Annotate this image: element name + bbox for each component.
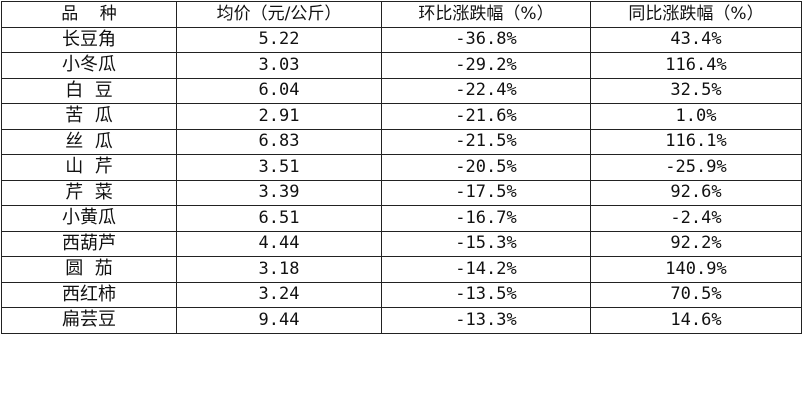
yoy-cell: 43.4% [590, 26, 802, 53]
table-row: 西葫芦 4.44 -15.3% 92.2% [1, 230, 802, 257]
table-row: 长豆角 5.22 -36.8% 43.4% [1, 26, 802, 53]
mom-cell: -22.4% [381, 77, 591, 104]
mom-cell: -16.7% [381, 205, 591, 232]
variety-cell: 扁芸豆 [1, 307, 177, 334]
yoy-cell: 92.6% [590, 179, 802, 206]
table-row: 小冬瓜 3.03 -29.2% 116.4% [1, 52, 802, 79]
yoy-cell: 140.9% [590, 256, 802, 283]
header-yoy-change: 同比涨跌幅（%） [590, 1, 802, 28]
yoy-cell: 92.2% [590, 230, 802, 257]
variety-cell: 苦 瓜 [1, 103, 177, 130]
variety-cell: 西葫芦 [1, 230, 177, 257]
header-variety: 品 种 [1, 1, 177, 28]
table-row: 小黄瓜 6.51 -16.7% -2.4% [1, 205, 802, 232]
yoy-cell: 1.0% [590, 103, 802, 130]
yoy-cell: 116.4% [590, 52, 802, 79]
variety-cell: 白 豆 [1, 77, 177, 104]
yoy-cell: -2.4% [590, 205, 802, 232]
yoy-cell: 70.5% [590, 281, 802, 308]
mom-cell: -14.2% [381, 256, 591, 283]
variety-cell: 芹 菜 [1, 179, 177, 206]
price-cell: 3.18 [176, 256, 382, 283]
header-mom-change: 环比涨跌幅（%） [381, 1, 591, 28]
table-row: 丝 瓜 6.83 -21.5% 116.1% [1, 128, 802, 155]
price-cell: 9.44 [176, 307, 382, 334]
mom-cell: -13.3% [381, 307, 591, 334]
price-cell: 3.39 [176, 179, 382, 206]
price-cell: 6.04 [176, 77, 382, 104]
variety-cell: 西红柿 [1, 281, 177, 308]
price-cell: 3.03 [176, 52, 382, 79]
table-row: 扁芸豆 9.44 -13.3% 14.6% [1, 307, 802, 334]
yoy-cell: 14.6% [590, 307, 802, 334]
price-cell: 3.24 [176, 281, 382, 308]
price-cell: 5.22 [176, 26, 382, 53]
mom-cell: -13.5% [381, 281, 591, 308]
mom-cell: -20.5% [381, 154, 591, 181]
table-header-row: 品 种 均价（元/公斤） 环比涨跌幅（%） 同比涨跌幅（%） [1, 1, 802, 28]
yoy-cell: 116.1% [590, 128, 802, 155]
mom-cell: -21.5% [381, 128, 591, 155]
yoy-cell: -25.9% [590, 154, 802, 181]
table-row: 芹 菜 3.39 -17.5% 92.6% [1, 179, 802, 206]
table-row: 山 芹 3.51 -20.5% -25.9% [1, 154, 802, 181]
variety-cell: 小冬瓜 [1, 52, 177, 79]
table-row: 苦 瓜 2.91 -21.6% 1.0% [1, 103, 802, 130]
table-row: 白 豆 6.04 -22.4% 32.5% [1, 77, 802, 104]
price-cell: 6.83 [176, 128, 382, 155]
variety-cell: 小黄瓜 [1, 205, 177, 232]
header-average-price: 均价（元/公斤） [176, 1, 382, 28]
variety-cell: 圆 茄 [1, 256, 177, 283]
table-row: 圆 茄 3.18 -14.2% 140.9% [1, 256, 802, 283]
mom-cell: -15.3% [381, 230, 591, 257]
vegetable-price-table: 品 种 均价（元/公斤） 环比涨跌幅（%） 同比涨跌幅（%） 长豆角 5.22 … [1, 1, 802, 334]
mom-cell: -21.6% [381, 103, 591, 130]
mom-cell: -29.2% [381, 52, 591, 79]
variety-cell: 长豆角 [1, 26, 177, 53]
price-cell: 2.91 [176, 103, 382, 130]
variety-cell: 山 芹 [1, 154, 177, 181]
price-cell: 4.44 [176, 230, 382, 257]
table-row: 西红柿 3.24 -13.5% 70.5% [1, 281, 802, 308]
yoy-cell: 32.5% [590, 77, 802, 104]
mom-cell: -17.5% [381, 179, 591, 206]
price-cell: 6.51 [176, 205, 382, 232]
variety-cell: 丝 瓜 [1, 128, 177, 155]
price-cell: 3.51 [176, 154, 382, 181]
mom-cell: -36.8% [381, 26, 591, 53]
